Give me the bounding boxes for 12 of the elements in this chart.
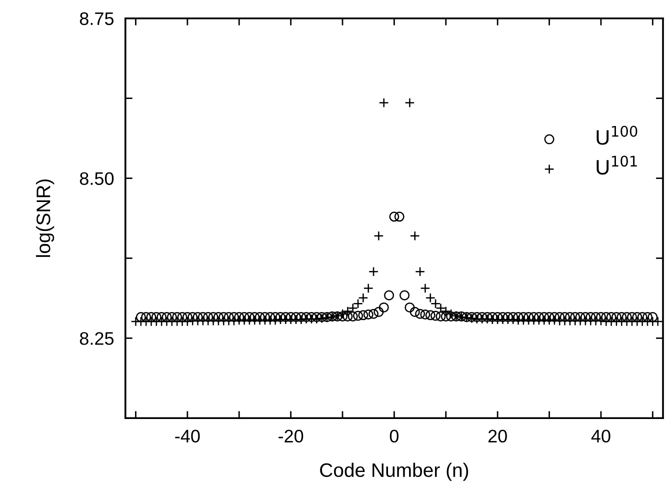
legend-label: U$^{100}$ bbox=[596, 126, 638, 145]
y-tick-label: 8.50 bbox=[80, 172, 114, 185]
x-tick-label: 40 bbox=[591, 430, 610, 442]
x-tick-label: -20 bbox=[278, 430, 304, 442]
y-tick-label: 8.75 bbox=[80, 12, 114, 26]
x-tick-label: 20 bbox=[488, 430, 507, 442]
y-axis-title: log(SNR) bbox=[36, 179, 54, 257]
legend-label: U$^{101}$ bbox=[596, 156, 637, 175]
x-tick-label: 0 bbox=[390, 430, 399, 442]
y-tick-label: 8.25 bbox=[80, 332, 114, 345]
x-axis-title: Code Number (n) bbox=[320, 462, 468, 481]
x-tick-label: -40 bbox=[175, 430, 200, 442]
